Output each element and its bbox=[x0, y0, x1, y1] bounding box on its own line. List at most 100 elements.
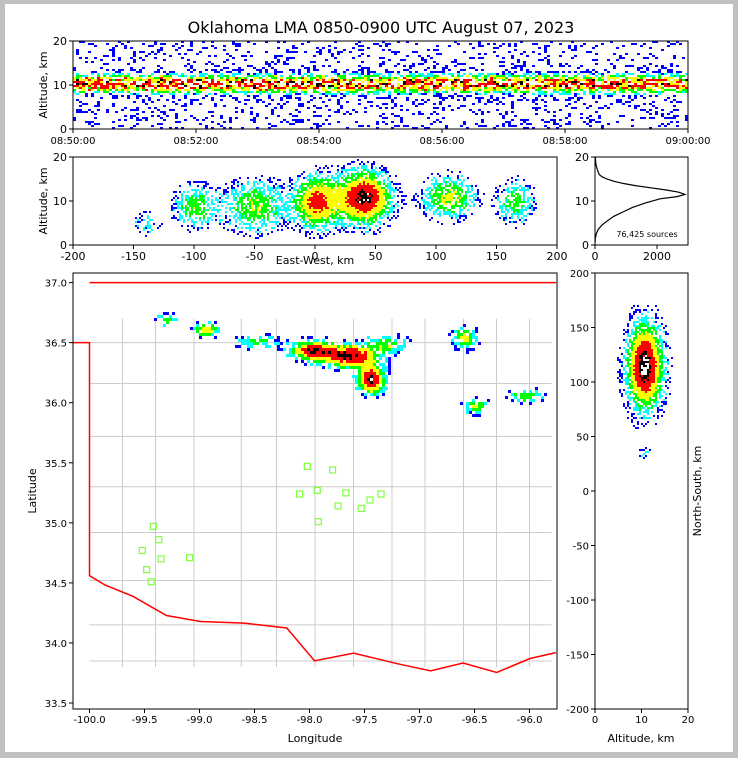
source-point bbox=[311, 195, 313, 197]
source-point bbox=[526, 99, 529, 101]
source-point bbox=[361, 213, 363, 215]
source-point bbox=[251, 213, 253, 215]
source-point bbox=[238, 67, 241, 69]
source-point bbox=[121, 85, 124, 87]
source-point bbox=[502, 83, 505, 85]
source-point bbox=[232, 63, 235, 65]
source-point bbox=[430, 83, 433, 85]
source-point bbox=[385, 173, 387, 175]
source-point bbox=[106, 43, 109, 45]
source-point bbox=[115, 83, 118, 85]
source-point bbox=[505, 73, 508, 75]
source-point bbox=[181, 215, 183, 217]
source-point bbox=[243, 185, 245, 187]
source-point bbox=[427, 205, 429, 207]
source-point bbox=[304, 85, 307, 87]
source-point bbox=[225, 221, 227, 223]
source-point bbox=[405, 195, 407, 197]
source-point bbox=[571, 41, 574, 43]
source-point bbox=[535, 43, 538, 45]
source-point bbox=[275, 211, 277, 213]
source-point bbox=[343, 77, 346, 79]
source-point bbox=[327, 191, 329, 193]
source-point bbox=[526, 71, 529, 73]
source-point bbox=[349, 79, 352, 81]
source-point bbox=[253, 213, 255, 215]
source-point bbox=[361, 209, 363, 211]
source-point bbox=[580, 83, 583, 85]
source-point bbox=[317, 183, 319, 185]
source-point bbox=[157, 115, 160, 117]
source-point bbox=[445, 79, 448, 81]
source-point bbox=[217, 79, 220, 81]
source-point bbox=[298, 87, 301, 89]
source-point bbox=[137, 225, 139, 227]
source-point bbox=[544, 85, 547, 87]
source-point bbox=[301, 197, 303, 199]
source-point bbox=[91, 111, 94, 113]
source-point bbox=[358, 41, 361, 43]
source-point bbox=[195, 211, 197, 213]
source-point bbox=[310, 99, 313, 101]
source-point bbox=[466, 79, 469, 81]
source-point bbox=[349, 85, 352, 87]
source-point bbox=[523, 65, 526, 67]
source-point bbox=[179, 219, 181, 221]
source-point bbox=[317, 189, 319, 191]
source-point bbox=[355, 185, 357, 187]
source-point bbox=[273, 199, 275, 201]
source-point bbox=[163, 43, 166, 45]
source-point bbox=[139, 95, 142, 97]
source-point bbox=[130, 87, 133, 89]
source-point bbox=[643, 93, 646, 95]
source-point bbox=[187, 59, 190, 61]
y-tick-label: 20 bbox=[53, 35, 67, 48]
source-point bbox=[424, 85, 427, 87]
source-point bbox=[347, 189, 349, 191]
source-point bbox=[231, 191, 233, 193]
source-point bbox=[187, 201, 189, 203]
source-point bbox=[261, 215, 263, 217]
source-point bbox=[436, 85, 439, 87]
source-point bbox=[447, 175, 449, 177]
source-point bbox=[329, 197, 331, 199]
source-point bbox=[274, 125, 277, 127]
source-point bbox=[141, 215, 143, 217]
source-point bbox=[286, 49, 289, 51]
source-point bbox=[457, 43, 460, 45]
source-point bbox=[523, 127, 526, 129]
source-point bbox=[315, 183, 317, 185]
source-point bbox=[610, 63, 613, 65]
source-point bbox=[359, 183, 361, 185]
source-point bbox=[441, 191, 443, 193]
source-point bbox=[313, 207, 315, 209]
source-point bbox=[322, 75, 325, 77]
source-point bbox=[327, 199, 329, 201]
source-point bbox=[649, 109, 652, 111]
source-point bbox=[562, 85, 565, 87]
source-point bbox=[82, 111, 85, 113]
source-point bbox=[118, 69, 121, 71]
source-point bbox=[301, 227, 303, 229]
source-point bbox=[375, 213, 377, 215]
source-point bbox=[418, 89, 421, 91]
source-point bbox=[421, 81, 424, 83]
source-point bbox=[313, 77, 316, 79]
source-point bbox=[280, 55, 283, 57]
source-point bbox=[391, 181, 393, 183]
source-point bbox=[335, 201, 337, 203]
source-point bbox=[673, 115, 676, 117]
source-point bbox=[297, 207, 299, 209]
source-point bbox=[311, 181, 313, 183]
source-point bbox=[321, 191, 323, 193]
source-point bbox=[323, 209, 325, 211]
source-point bbox=[301, 81, 304, 83]
source-point bbox=[241, 217, 243, 219]
source-point bbox=[100, 67, 103, 69]
source-point bbox=[400, 91, 403, 93]
source-point bbox=[429, 193, 431, 195]
source-point bbox=[355, 173, 357, 175]
source-point bbox=[346, 89, 349, 91]
source-point bbox=[121, 89, 124, 91]
source-point bbox=[631, 119, 634, 121]
